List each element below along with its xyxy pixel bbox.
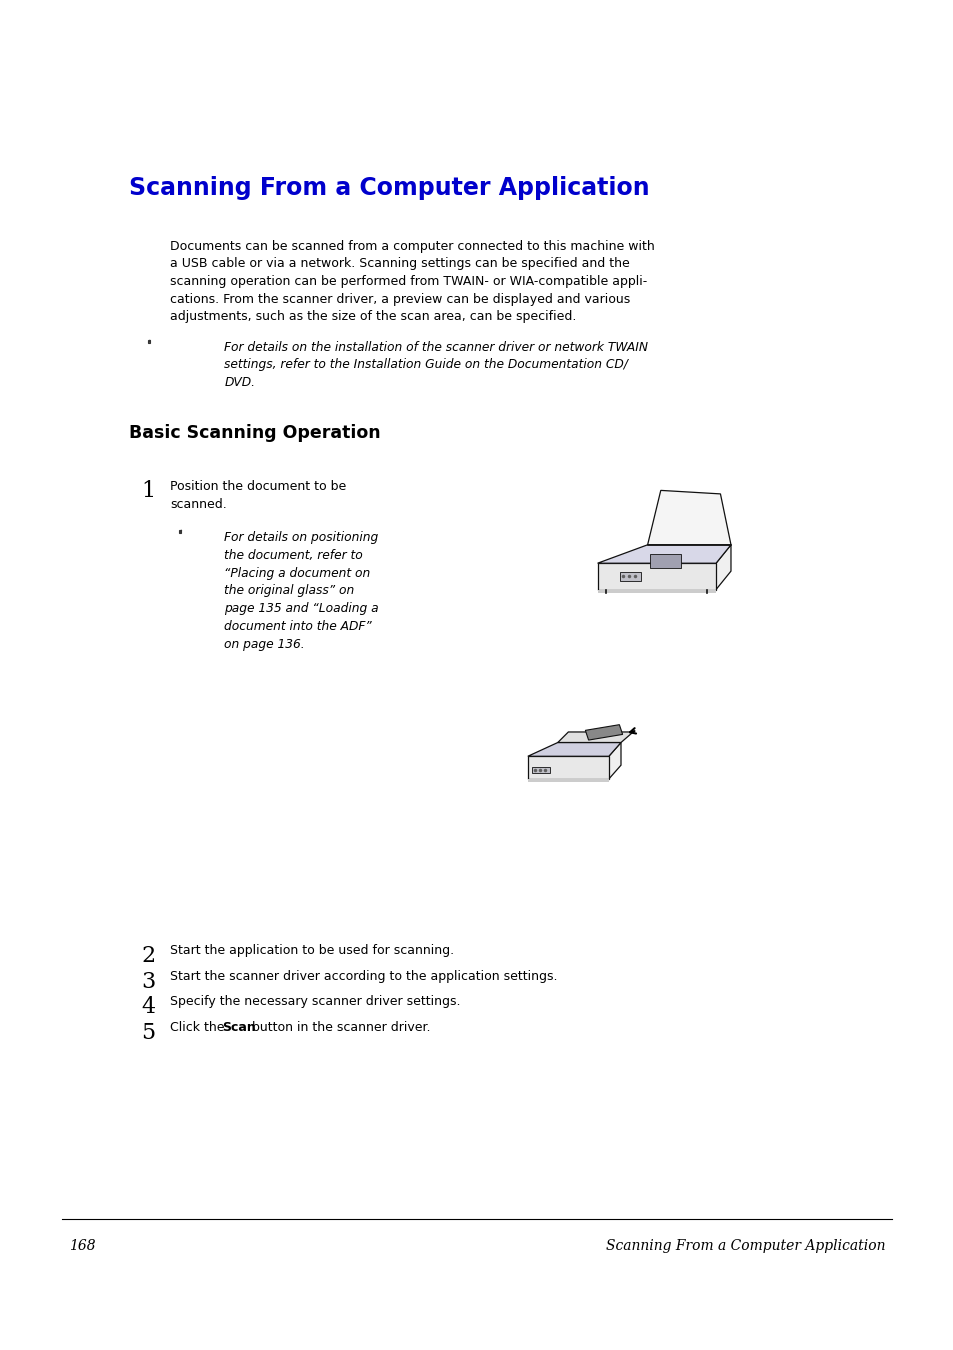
Polygon shape [597,563,716,590]
Polygon shape [527,743,620,756]
Polygon shape [608,743,620,779]
Polygon shape [647,490,730,545]
FancyBboxPatch shape [179,531,181,533]
Text: Click the: Click the [170,1021,228,1034]
Polygon shape [527,756,608,779]
Text: 5: 5 [141,1022,155,1044]
Polygon shape [558,732,633,742]
Text: 3: 3 [141,971,155,992]
Text: Position the document to be
scanned.: Position the document to be scanned. [170,481,346,512]
Bar [532,767,549,774]
Text: Start the scanner driver according to the application settings.: Start the scanner driver according to th… [170,969,557,983]
Polygon shape [585,725,622,740]
Text: Documents can be scanned from a computer connected to this machine with
a USB ca: Documents can be scanned from a computer… [170,240,654,323]
Text: 1: 1 [141,481,155,502]
Text: 2: 2 [141,945,155,967]
Text: 4: 4 [141,996,155,1018]
Text: Scanning From a Computer Application: Scanning From a Computer Application [129,176,649,200]
Text: Specify the necessary scanner driver settings.: Specify the necessary scanner driver set… [170,995,460,1008]
Text: 168: 168 [69,1239,95,1253]
Polygon shape [597,545,730,563]
Text: button in the scanner driver.: button in the scanner driver. [248,1021,430,1034]
FancyBboxPatch shape [148,340,150,343]
Text: For details on positioning
the document, refer to
“Placing a document on
the ori: For details on positioning the document,… [224,531,378,651]
Polygon shape [716,545,730,590]
Text: Basic Scanning Operation: Basic Scanning Operation [129,424,380,441]
Text: Scanning From a Computer Application: Scanning From a Computer Application [605,1239,884,1253]
Text: Scan: Scan [222,1021,255,1034]
Bar [618,572,640,580]
Text: For details on the installation of the scanner driver or network TWAIN
settings,: For details on the installation of the s… [224,342,647,389]
Polygon shape [597,590,716,593]
Polygon shape [527,779,608,782]
Text: Start the application to be used for scanning.: Start the application to be used for sca… [170,944,454,957]
Bar [650,554,680,568]
